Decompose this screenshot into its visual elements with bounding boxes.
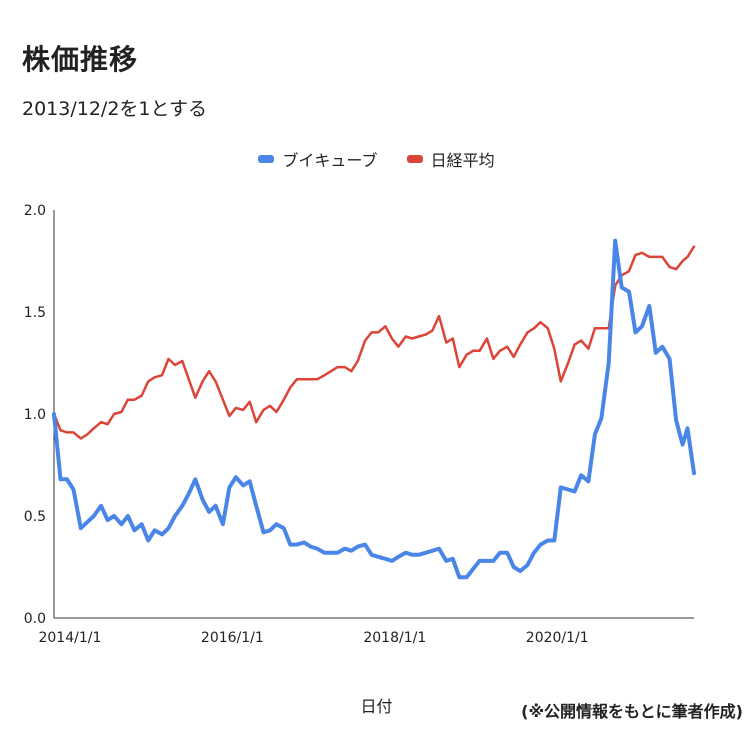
legend-label-series-1: ブイキューブ [282, 151, 378, 170]
series-lines [52, 238, 696, 580]
chart-title: 株価推移 [22, 43, 139, 76]
y-tick-label: 1.5 [24, 305, 46, 321]
chart-subtitle: 2013/12/2を1とする [22, 98, 207, 120]
legend-item-series-1[interactable]: ブイキューブ [258, 147, 377, 171]
y-tick-label: 0.5 [24, 509, 46, 525]
series-line-2 [52, 245, 696, 440]
y-tick-labels: 0.0 0.5 1.0 1.5 2.0 [24, 203, 46, 627]
y-tick-label: 2.0 [24, 203, 46, 219]
y-tick-label: 0.0 [24, 611, 46, 627]
x-tick-labels: 2014/1/1 2016/1/1 2018/1/1 2020/1/1 [38, 630, 588, 646]
x-tick-label: 2020/1/1 [526, 630, 589, 646]
legend-item-series-2[interactable]: 日経平均 [406, 147, 495, 171]
source-note: (※公開情報をもとに筆者作成) [521, 702, 743, 721]
x-tick-label: 2016/1/1 [201, 630, 264, 646]
legend: ブイキューブ 日経平均 [0, 147, 753, 171]
x-tick-label: 2014/1/1 [38, 630, 101, 646]
x-axis-label: 日付 [360, 697, 393, 716]
series-line-1 [52, 238, 696, 580]
y-tick-label: 1.0 [24, 407, 46, 423]
legend-swatch-series-2 [406, 155, 423, 163]
legend-label-series-2: 日経平均 [430, 151, 495, 170]
x-tick-label: 2018/1/1 [363, 630, 426, 646]
legend-swatch-series-1 [258, 155, 275, 163]
